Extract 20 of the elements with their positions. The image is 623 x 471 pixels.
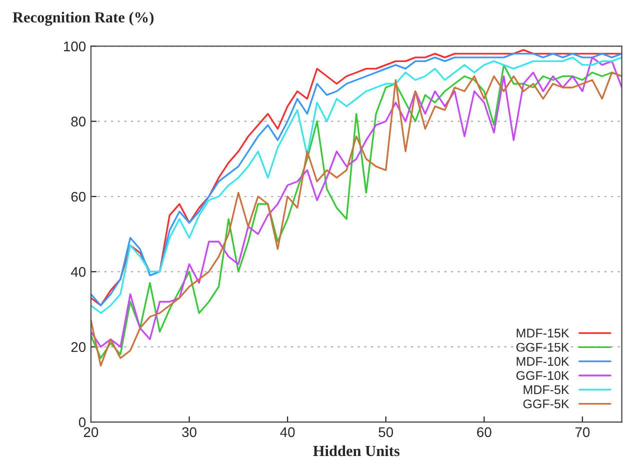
- legend-label: GGF-15K: [516, 342, 570, 352]
- legend-label: GGF-5K: [523, 399, 570, 408]
- y-tick-label: 20: [71, 342, 86, 352]
- legend-label: MDF-5K: [524, 385, 570, 394]
- legend-label: GGF-10K: [516, 371, 570, 380]
- x-tick-label: 60: [477, 427, 492, 438]
- x-tick-label: 30: [182, 427, 196, 438]
- y-tick-label: 80: [71, 116, 86, 126]
- x-axis-title: Hidden Units: [313, 445, 400, 456]
- x-tick-label: 70: [575, 427, 590, 438]
- x-tick-label: 50: [378, 427, 394, 438]
- y-tick-label: 0: [78, 417, 86, 428]
- y-tick-label: 100: [64, 41, 86, 52]
- legend-label: MDF-10K: [516, 356, 570, 366]
- y-tick-label: 60: [71, 192, 86, 202]
- y-tick-label: 40: [70, 267, 86, 277]
- y-axis-title: Recognition Rate (%): [12, 12, 154, 26]
- legend-label: MDF-15K: [516, 328, 570, 338]
- x-tick-label: 20: [84, 427, 98, 438]
- x-tick-label: 40: [280, 427, 295, 438]
